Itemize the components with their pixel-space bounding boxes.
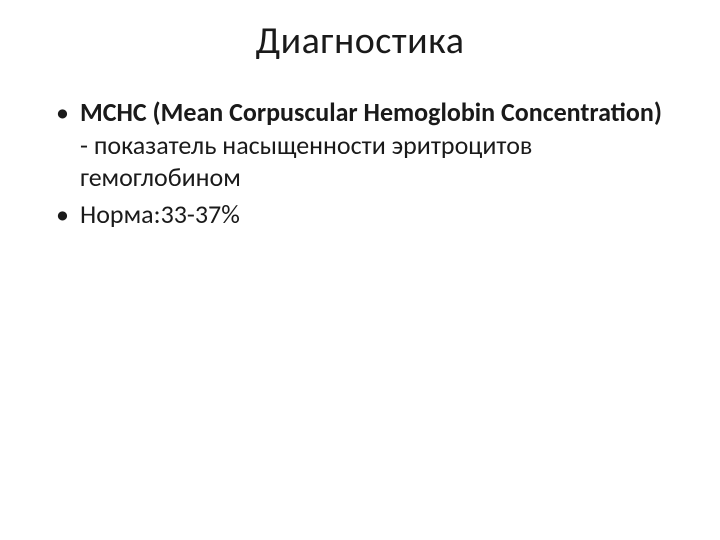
slide-content: МСНС (Мean Corpuscular Hemoglobin Concen…	[50, 96, 670, 230]
bullet-normal-text: - показатель насыщенности эритроцитов ге…	[80, 129, 532, 194]
list-item: МСНС (Мean Corpuscular Hemoglobin Concen…	[54, 96, 670, 194]
slide-container: Диагностика МСНС (Мean Corpuscular Hemog…	[0, 0, 720, 540]
list-item: Норма:33-37%	[54, 198, 670, 231]
bullet-list: МСНС (Мean Corpuscular Hemoglobin Concen…	[54, 96, 670, 230]
bullet-normal-text: Норма:33-37%	[80, 198, 240, 230]
bullet-bold-text: МСНС (Мean Corpuscular Hemoglobin Concen…	[80, 96, 662, 128]
slide-title: Диагностика	[50, 18, 670, 64]
